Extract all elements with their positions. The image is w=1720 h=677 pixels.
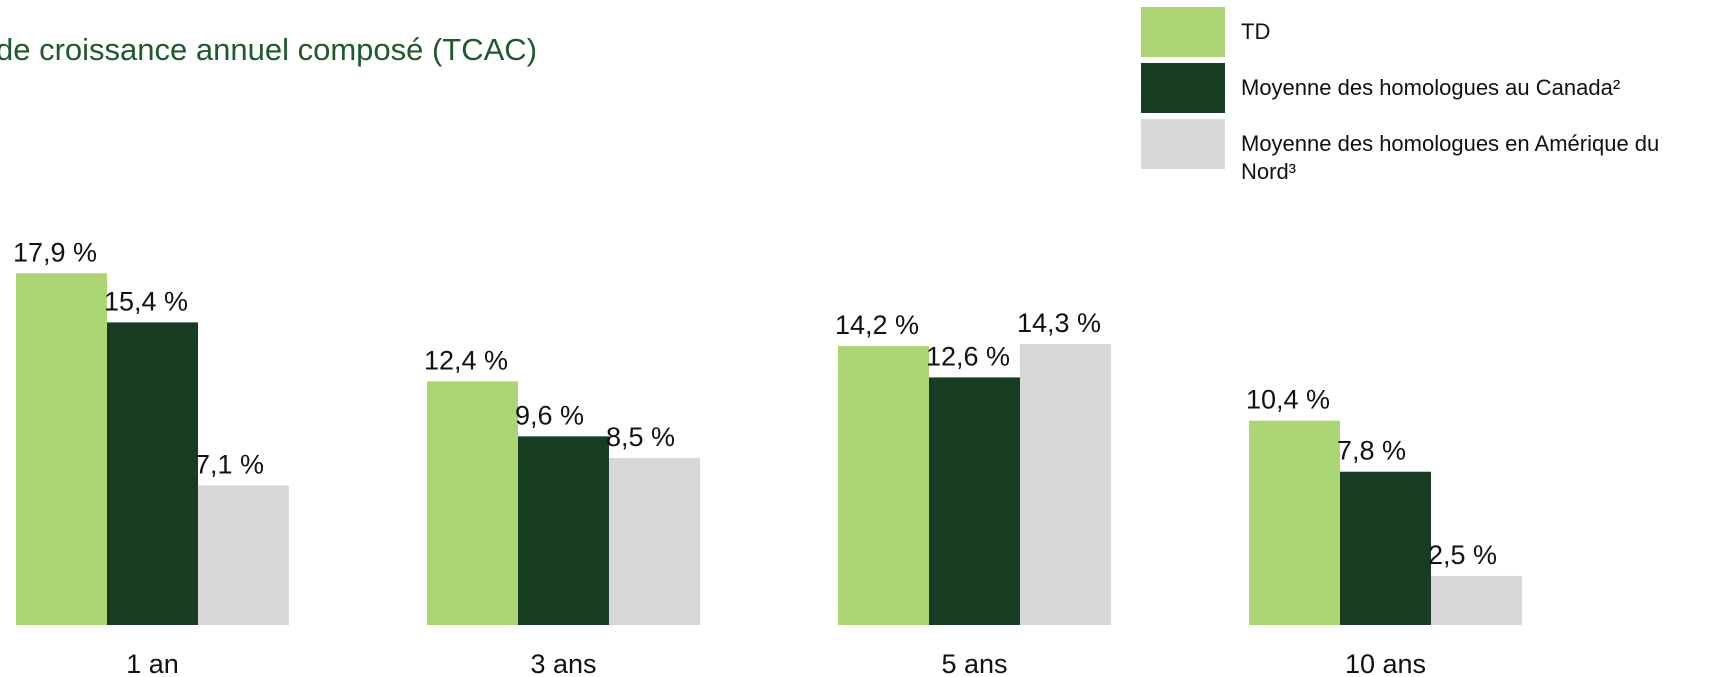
value-label: 9,6 %: [515, 400, 584, 430]
bar: [16, 273, 107, 625]
value-label: 14,3 %: [1017, 308, 1101, 338]
legend-swatch: [1141, 7, 1225, 57]
bar: [107, 322, 198, 625]
legend-item: Moyenne des homologues en Amérique du No…: [1141, 119, 1720, 184]
value-label: 15,4 %: [104, 286, 188, 316]
x-tick-label: 1 an: [126, 649, 179, 677]
bar: [1020, 344, 1111, 625]
value-label: 12,4 %: [424, 345, 508, 375]
bar: [1340, 471, 1431, 625]
value-label: 8,5 %: [606, 422, 675, 452]
legend-swatch: [1141, 119, 1225, 169]
value-label: 7,8 %: [1337, 436, 1406, 466]
value-label: 12,6 %: [926, 341, 1010, 371]
value-label: 14,2 %: [835, 310, 919, 340]
x-tick-label: 10 ans: [1345, 649, 1426, 677]
bar: [609, 457, 700, 625]
legend-item: Moyenne des homologues au Canada²: [1141, 63, 1720, 119]
legend-label: Moyenne des homologues en Amérique du No…: [1241, 131, 1660, 184]
legend-label: TD: [1241, 19, 1271, 44]
value-label: 2,5 %: [1428, 540, 1497, 570]
x-tick-label: 5 ans: [941, 649, 1007, 677]
chart-subtitle: de croissance annuel composé (TCAC): [0, 32, 537, 67]
value-label: 17,9 %: [13, 237, 97, 267]
legend: TD Moyenne des homologues au Canada² Moyen…: [1141, 7, 1720, 184]
legend-item: TD: [1141, 7, 1720, 63]
bar: [838, 345, 929, 625]
value-label: 10,4 %: [1246, 385, 1330, 415]
legend-label: Moyenne des homologues au Canada²: [1241, 75, 1621, 100]
bar: [198, 485, 289, 625]
legend-swatch: [1141, 63, 1225, 113]
bar: [929, 377, 1020, 625]
bar: [518, 436, 609, 625]
x-tick-label: 3 ans: [530, 649, 596, 677]
bar: [1249, 420, 1340, 625]
value-label: 7,1 %: [195, 449, 264, 479]
bar: [1431, 575, 1522, 625]
bar: [427, 381, 518, 625]
